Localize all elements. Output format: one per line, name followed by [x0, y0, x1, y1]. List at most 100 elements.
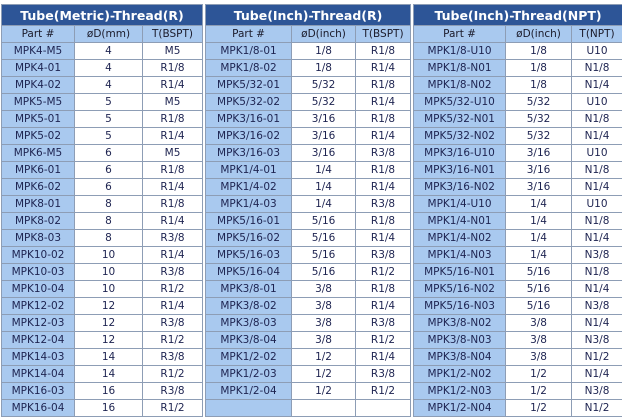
cell: MPK6-M5 — [1, 144, 75, 162]
cell: R1/4 — [141, 246, 204, 264]
cell: MPK4-02 — [1, 76, 75, 94]
data-row: MPK1/8-N01 1/8 N1/8 — [413, 59, 622, 77]
cell: MPK4-M5 — [1, 42, 75, 60]
data-row: MPK5/32-02 5/32 R1/4 — [205, 93, 412, 111]
cell: 8 — [74, 212, 143, 230]
cell: MPK1/8-N01 — [413, 59, 507, 77]
cell: MPK8-03 — [1, 229, 75, 247]
cell: MPK8-02 — [1, 212, 75, 230]
cell: MPK5/32-U10 — [413, 93, 507, 111]
cell: N3/8 — [571, 382, 622, 400]
data-row: MPK16-03 16 R3/8 — [1, 382, 204, 400]
data-row: MPK8-01 8 R1/8 — [1, 195, 204, 213]
data-row: MPK3/8-02 3/8 R1/4 — [205, 297, 412, 315]
cell: 6 — [74, 178, 143, 196]
cell: 3/16 — [505, 161, 573, 179]
cell: MPK12-03 — [1, 314, 75, 332]
cell: MPK14-04 — [1, 365, 75, 383]
data-row: MPK3/16-N01 3/16 N1/8 — [413, 161, 622, 179]
cell: 3/16 — [505, 178, 573, 196]
cell: 1/2 — [505, 365, 573, 383]
column-header: øD(mm) — [74, 25, 143, 43]
cell: MPK1/4-N02 — [413, 229, 507, 247]
cell: MPK1/4-U10 — [413, 195, 507, 213]
cell: 1/2 — [505, 399, 573, 417]
data-row: MPK1/4-01 1/4 R1/8 — [205, 161, 412, 179]
cell: 1/2 — [291, 348, 357, 366]
cell: 1/4 — [505, 246, 573, 264]
cell: MPK14-03 — [1, 348, 75, 366]
data-row: MPK4-01 4 R1/8 — [1, 59, 204, 77]
data-row: MPK3/16-U10 3/16 U10 — [413, 144, 622, 162]
header-row: Part # øD(inch) T(NPT) — [413, 25, 622, 43]
cell: R1/2 — [355, 263, 412, 281]
cell: 5/32 — [505, 110, 573, 128]
cell: 5/32 — [505, 93, 573, 111]
data-row: MPK3/16-02 3/16 R1/4 — [205, 127, 412, 145]
cell: MPK1/2-04 — [205, 382, 293, 400]
cell: 1/4 — [505, 212, 573, 230]
data-row: MPK5/32-01 5/32 R1/8 — [205, 76, 412, 94]
cell: R1/4 — [141, 127, 204, 145]
cell: 16 — [74, 382, 143, 400]
data-row: MPK5/16-N03 5/16 N3/8 — [413, 297, 622, 315]
data-row: MPK3/8-N03 3/8 N3/8 — [413, 331, 622, 349]
cell: N1/4 — [571, 365, 622, 383]
cell: N1/4 — [571, 76, 622, 94]
cell: 3/8 — [505, 314, 573, 332]
column-header: øD(inch) — [291, 25, 357, 43]
cell: 1/4 — [291, 178, 357, 196]
cell: 1/8 — [505, 42, 573, 60]
cell: MPK3/8-N04 — [413, 348, 507, 366]
cell: 1/2 — [505, 382, 573, 400]
cell: 1/8 — [291, 42, 357, 60]
cell: N3/8 — [571, 246, 622, 264]
data-row: MPK5/32-N02 5/32 N1/4 — [413, 127, 622, 145]
cell: 14 — [74, 348, 143, 366]
cell: R1/4 — [141, 178, 204, 196]
cell: N1/4 — [571, 127, 622, 145]
cell: R1/8 — [355, 212, 412, 230]
cell: MPK1/4-N01 — [413, 212, 507, 230]
cell: MPK1/2-N04 — [413, 399, 507, 417]
cell: 12 — [74, 331, 143, 349]
cell: MPK1/2-N02 — [413, 365, 507, 383]
cell: U10 — [571, 195, 622, 213]
cell: R3/8 — [355, 246, 412, 264]
cell: R1/8 — [355, 161, 412, 179]
cell: 1/4 — [505, 229, 573, 247]
cell: R3/8 — [355, 144, 412, 162]
data-row: MPK10-04 10 R1/2 — [1, 280, 204, 298]
data-row: MPK1/8-N02 1/8 N1/4 — [413, 76, 622, 94]
data-row: MPK8-02 8 R1/4 — [1, 212, 204, 230]
tables: Tube(Metric)-Thread(R) Part # øD(mm) T(BSPT… — [0, 4, 622, 417]
data-row: MPK3/8-01 3/8 R1/8 — [205, 280, 412, 298]
cell: 3/16 — [291, 110, 357, 128]
data-row: MPK3/8-04 3/8 R1/2 — [205, 331, 412, 349]
cell: MPK12-04 — [1, 331, 75, 349]
cell: R3/8 — [141, 382, 204, 400]
cell: MPK1/4-01 — [205, 161, 293, 179]
cell: N1/8 — [571, 263, 622, 281]
cell: R3/8 — [355, 365, 412, 383]
cell: 6 — [74, 161, 143, 179]
cell: 3/8 — [505, 348, 573, 366]
data-row: MPK3/8-N02 3/8 N1/4 — [413, 314, 622, 332]
cell: 1/4 — [291, 195, 357, 213]
cell: N1/8 — [571, 161, 622, 179]
cell: 8 — [74, 195, 143, 213]
cell: R1/2 — [141, 399, 204, 417]
cell: M5 — [141, 42, 204, 60]
cell: R1/8 — [355, 76, 412, 94]
data-row: MPK14-03 14 R3/8 — [1, 348, 204, 366]
cell: R1/4 — [355, 59, 412, 77]
cell: MPK1/2-N03 — [413, 382, 507, 400]
cell: R1/8 — [355, 42, 412, 60]
cell: MPK5/16-N02 — [413, 280, 507, 298]
cell: MPK3/16-02 — [205, 127, 293, 145]
data-row: MPK6-02 6 R1/4 — [1, 178, 204, 196]
cell: 5/16 — [505, 297, 573, 315]
cell: MPK5/32-N02 — [413, 127, 507, 145]
cell: R3/8 — [141, 348, 204, 366]
